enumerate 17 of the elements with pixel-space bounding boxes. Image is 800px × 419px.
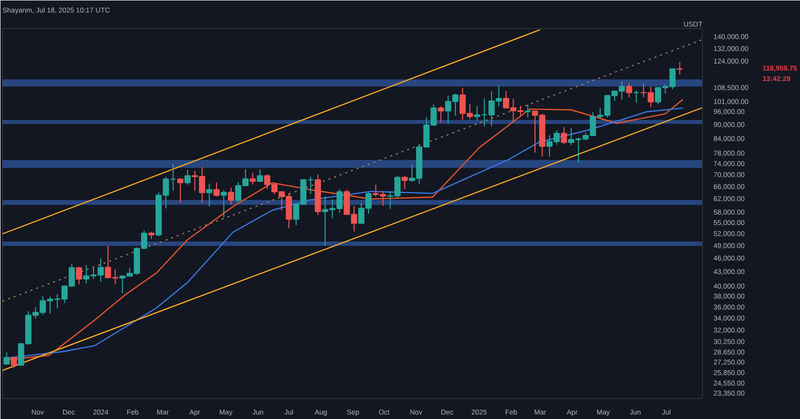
candlestick <box>10 356 17 368</box>
candlestick <box>206 183 212 208</box>
candlestick <box>256 168 264 182</box>
candlestick <box>220 190 227 218</box>
candlestick <box>213 182 220 197</box>
candlestick <box>228 187 234 206</box>
candlestick <box>402 175 408 190</box>
candlestick <box>4 352 10 366</box>
candlestick <box>438 106 444 124</box>
candlestick <box>560 126 568 145</box>
candlestick <box>524 104 531 118</box>
candlestick <box>250 172 256 185</box>
candlestick <box>626 82 632 98</box>
candlestick <box>177 178 184 204</box>
candlestick <box>76 266 82 285</box>
candlestick <box>184 169 191 186</box>
candlestick <box>633 90 640 104</box>
